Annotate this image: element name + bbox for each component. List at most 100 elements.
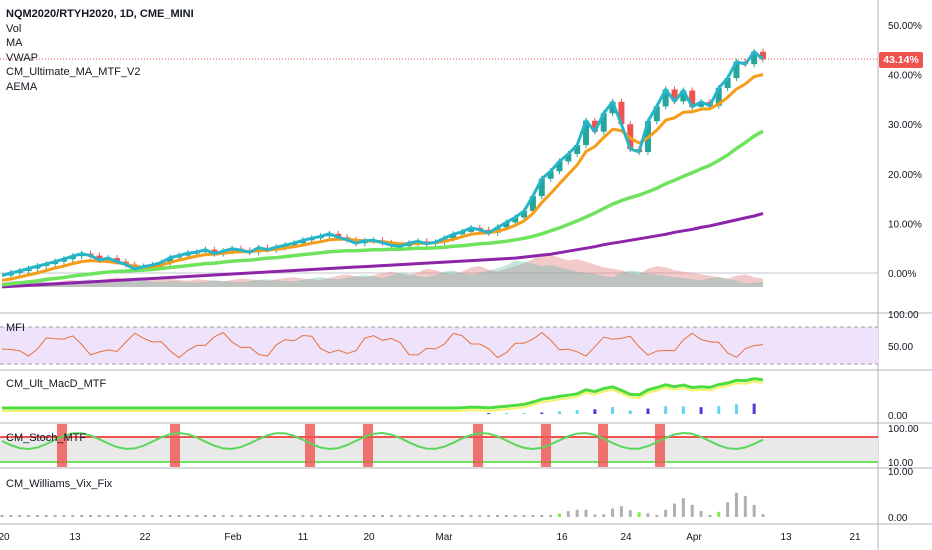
legend-item-cm-ultimate-ma[interactable]: CM_Ultimate_MA_MTF_V2 <box>6 66 141 79</box>
vix-bar <box>336 515 340 517</box>
vix-bar <box>434 515 438 517</box>
x-tick-label: 13 <box>780 532 792 543</box>
macd-histogram-bar <box>540 412 544 414</box>
macd-histogram-bar <box>646 408 650 414</box>
pane-label-macd[interactable]: CM_Ult_MacD_MTF <box>6 378 107 390</box>
vix-bar <box>248 515 252 517</box>
candle-body <box>671 89 678 102</box>
candle-body <box>503 222 510 228</box>
vix-bar <box>159 515 163 517</box>
vix-bar <box>35 515 39 517</box>
vix-bar <box>0 515 4 517</box>
vix-bar <box>310 515 314 517</box>
candle-body <box>538 178 545 197</box>
vix-bar <box>726 502 730 517</box>
vix-bar <box>53 515 57 517</box>
candle-body <box>114 258 121 262</box>
y-tick-label: 0.00% <box>888 269 916 280</box>
candle-body <box>591 120 598 132</box>
candle-body <box>600 113 607 132</box>
vix-bar <box>442 515 446 517</box>
vix-bar <box>115 515 119 517</box>
vix-bar <box>124 515 128 517</box>
stoch-signal-bar <box>363 424 373 467</box>
candle-body <box>96 255 103 261</box>
pane-label-vix[interactable]: CM_Williams_Vix_Fix <box>6 478 113 490</box>
y-tick-label: 30.00% <box>888 120 922 131</box>
candle-body <box>583 120 590 146</box>
vix-bar <box>513 515 517 517</box>
symbol-title[interactable]: NQM2020/RTYH2020, 1D, CME_MINI <box>6 8 194 20</box>
x-tick-label: 20 <box>0 532 10 543</box>
x-tick-label: Mar <box>435 532 453 543</box>
vix-bar <box>681 498 685 517</box>
vix-bar <box>602 514 606 517</box>
macd-histogram-bar <box>487 413 491 414</box>
x-tick-label: Apr <box>686 532 702 543</box>
vix-bar <box>549 514 553 517</box>
vix-bar <box>557 513 561 517</box>
vix-bar <box>265 515 269 517</box>
legend-item-aema[interactable]: AEMA <box>6 80 38 93</box>
x-tick-label: 22 <box>139 532 151 543</box>
vix-bar <box>257 515 261 517</box>
vix-bar <box>80 515 84 517</box>
pane-label-stoch[interactable]: CM_Stoch_MTF <box>6 432 87 444</box>
macd-histogram-bar <box>664 406 668 414</box>
vix-bar <box>239 515 243 517</box>
candle-body <box>556 161 563 172</box>
vix-bar <box>469 515 473 517</box>
candle-body <box>547 171 554 179</box>
vix-bar <box>283 515 287 517</box>
vix-bar <box>381 515 384 517</box>
legend-item-vwap[interactable]: VWAP <box>6 51 38 64</box>
vix-bar <box>593 514 597 517</box>
pane-label-mfi[interactable]: MFI <box>6 322 25 334</box>
vix-bar <box>690 504 694 517</box>
x-tick-label: 11 <box>298 532 309 543</box>
candle-body <box>698 101 705 107</box>
y-tick-label: 20.00% <box>888 170 922 181</box>
stoch-signal-bar <box>598 424 608 467</box>
x-tick-label: 24 <box>620 532 632 543</box>
macd-signal <box>2 380 764 412</box>
candle-body <box>733 61 740 79</box>
macd-histogram-bar <box>504 413 508 414</box>
vix-bar <box>195 515 199 517</box>
candle-body <box>609 101 616 114</box>
stoch-signal-bar <box>57 424 67 467</box>
vix-bar <box>168 515 172 517</box>
legend-item-vol[interactable]: Vol <box>6 22 22 35</box>
mfi-tick-label: 100.00 <box>888 310 919 321</box>
vix-bar <box>761 514 765 517</box>
vix-bar <box>71 515 75 517</box>
candle-body <box>529 196 536 211</box>
candle-body <box>751 51 758 65</box>
vix-bar <box>451 515 455 517</box>
x-tick-label: Feb <box>224 532 242 543</box>
vix-bar <box>97 515 101 517</box>
macd-line <box>2 377 764 410</box>
vix-bar <box>584 509 588 517</box>
vix-bar <box>292 515 296 517</box>
vix-bar <box>274 515 278 517</box>
x-tick-label: 16 <box>556 532 568 543</box>
last-price-tag: 43.14% <box>879 52 923 68</box>
stoch-signal-bar <box>170 424 180 467</box>
candle-body <box>662 89 669 107</box>
series-line-ma-long <box>1 212 764 289</box>
vix-bar <box>301 515 305 517</box>
y-tick-label: 40.00% <box>888 71 922 82</box>
y-tick-label: 10.00% <box>888 219 922 230</box>
candle-body <box>724 78 731 88</box>
macd-histogram-bar <box>717 406 721 414</box>
candle-body <box>680 90 687 102</box>
vix-bar <box>628 510 632 517</box>
vix-bar <box>319 515 323 517</box>
vix-bar <box>389 515 393 517</box>
candle-body <box>521 211 528 218</box>
legend-item-ma[interactable]: MA <box>6 37 23 50</box>
vix-bar <box>398 515 402 517</box>
vix-bar <box>531 515 535 517</box>
